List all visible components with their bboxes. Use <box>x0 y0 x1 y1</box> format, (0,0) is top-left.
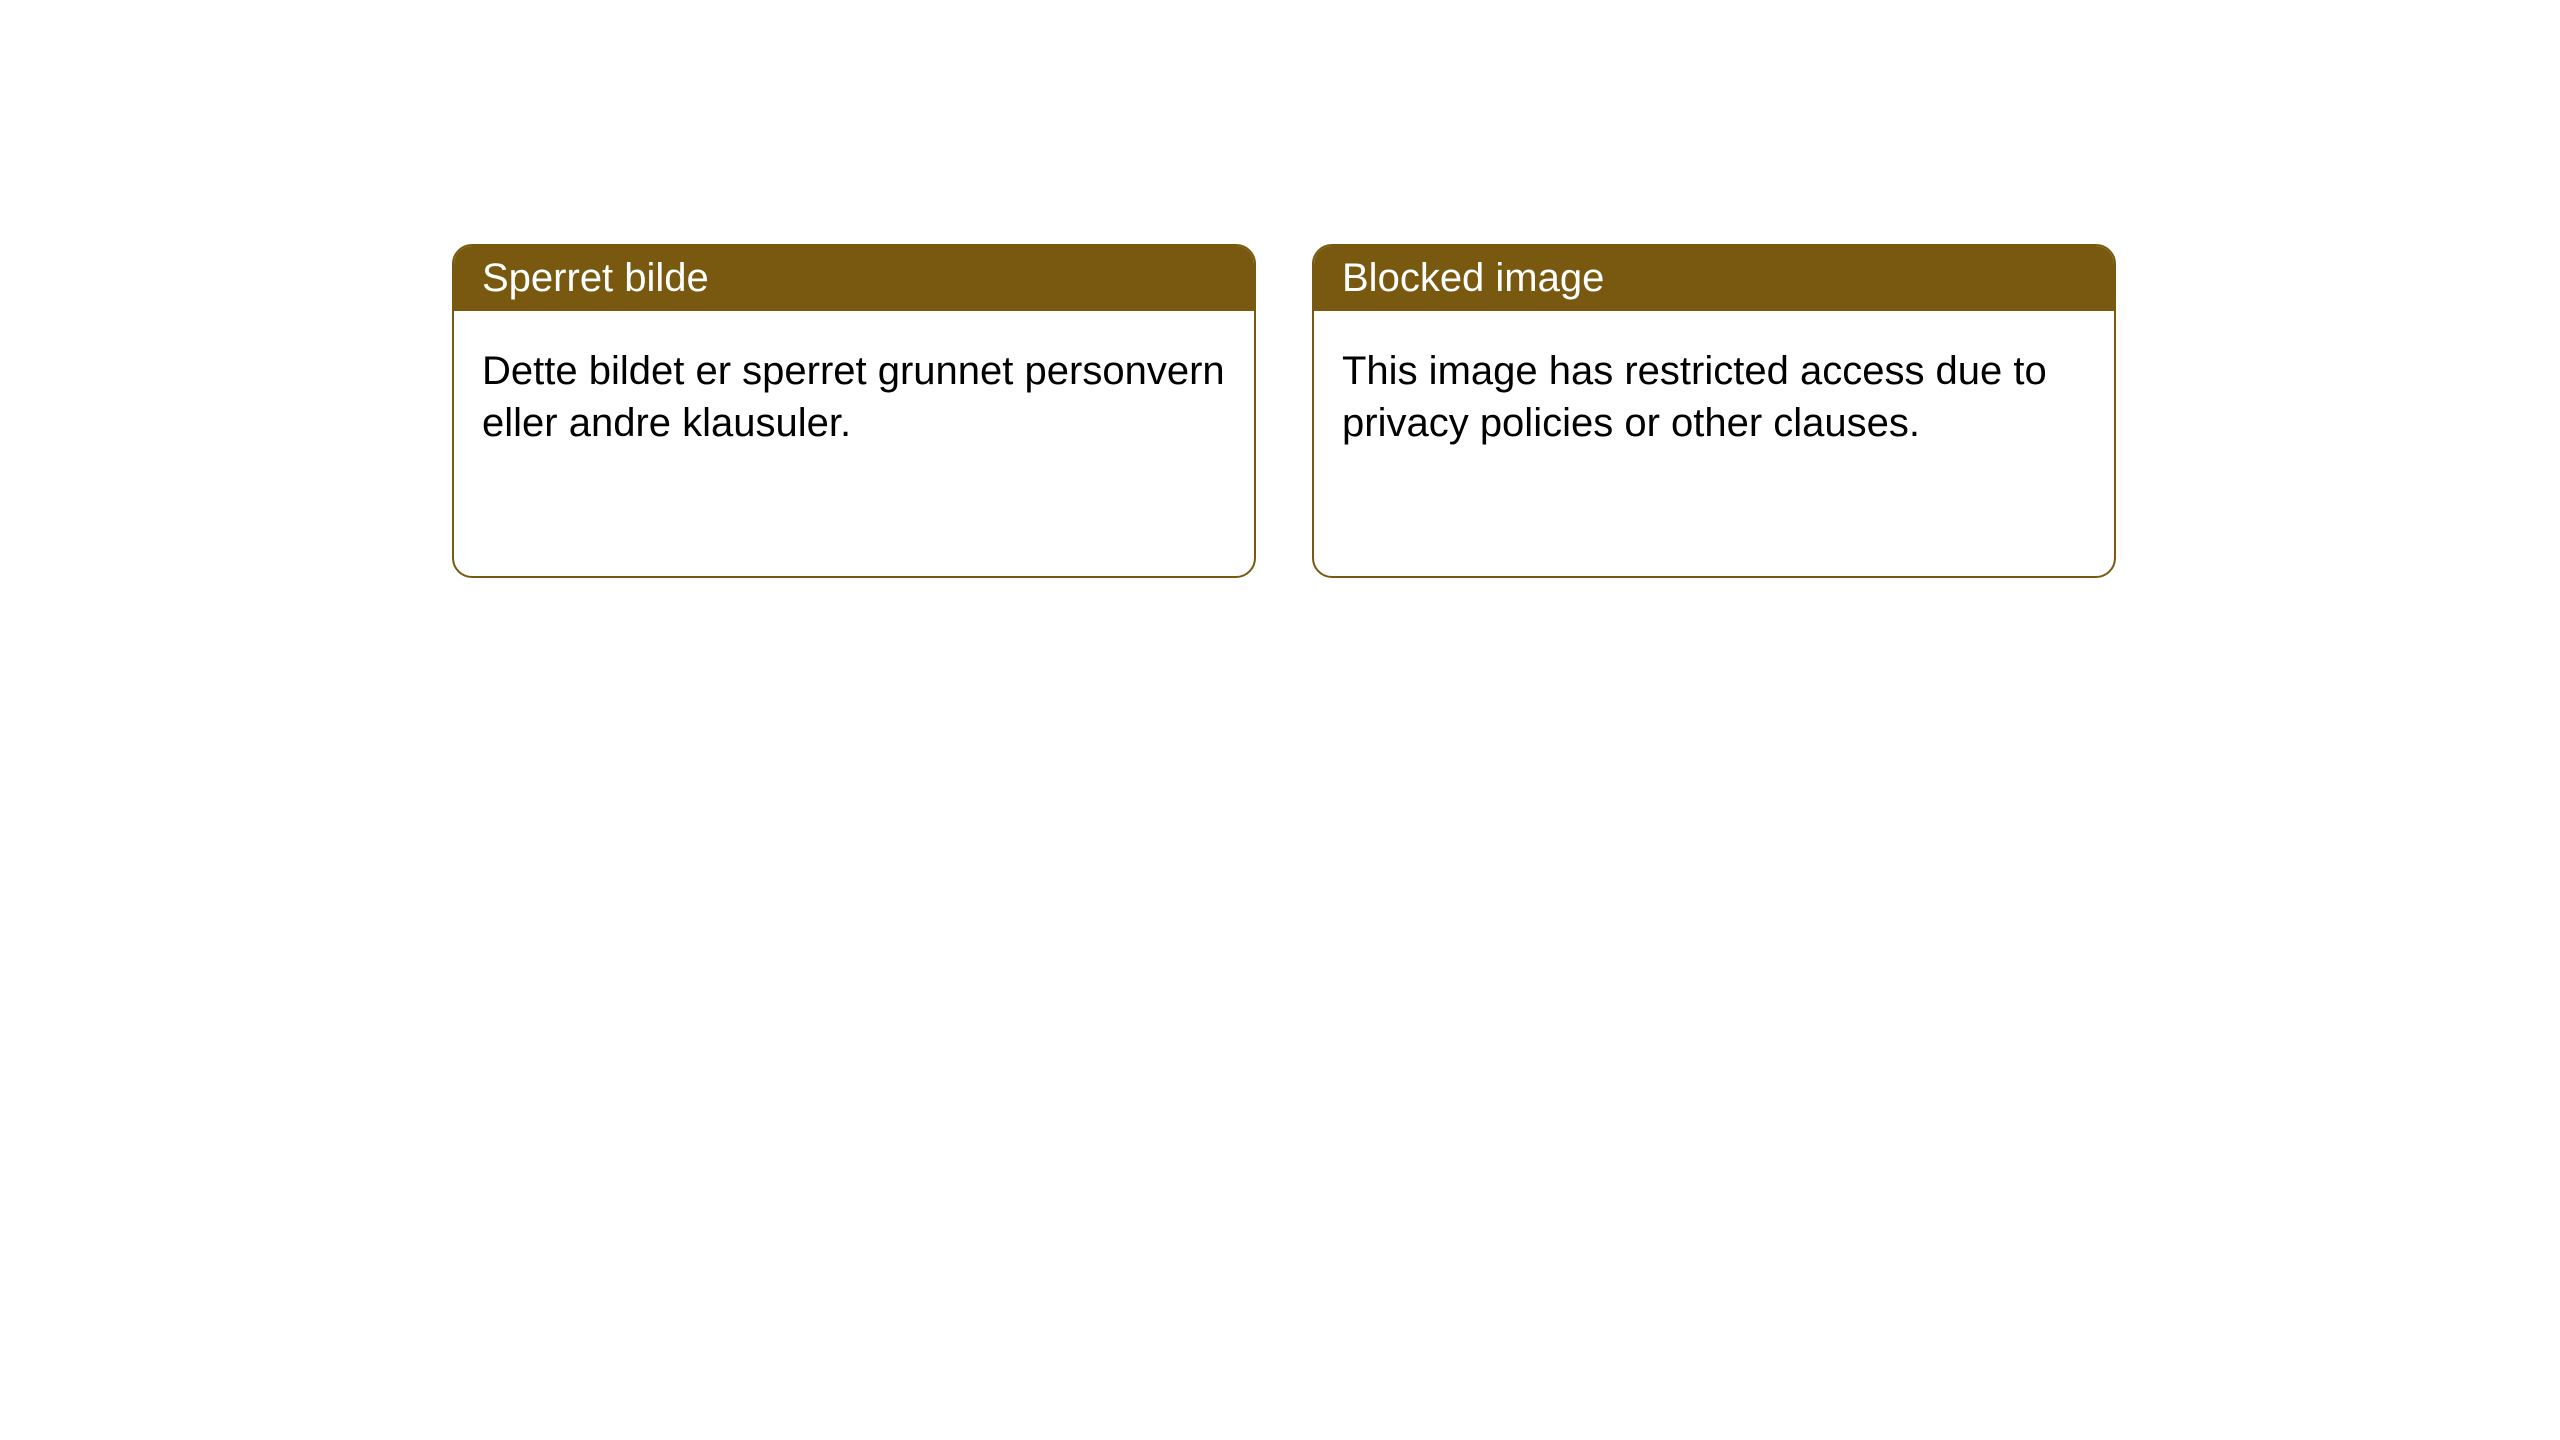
notice-container: Sperret bilde Dette bildet er sperret gr… <box>0 0 2560 578</box>
blocked-image-card-en: Blocked image This image has restricted … <box>1312 244 2116 578</box>
card-body-text: This image has restricted access due to … <box>1342 349 2047 445</box>
card-header: Sperret bilde <box>454 246 1254 311</box>
card-header: Blocked image <box>1314 246 2114 311</box>
card-title: Blocked image <box>1342 256 1604 300</box>
card-body: This image has restricted access due to … <box>1314 311 2114 483</box>
card-body: Dette bildet er sperret grunnet personve… <box>454 311 1254 483</box>
card-body-text: Dette bildet er sperret grunnet personve… <box>482 349 1225 445</box>
card-title: Sperret bilde <box>482 256 709 300</box>
blocked-image-card-no: Sperret bilde Dette bildet er sperret gr… <box>452 244 1256 578</box>
